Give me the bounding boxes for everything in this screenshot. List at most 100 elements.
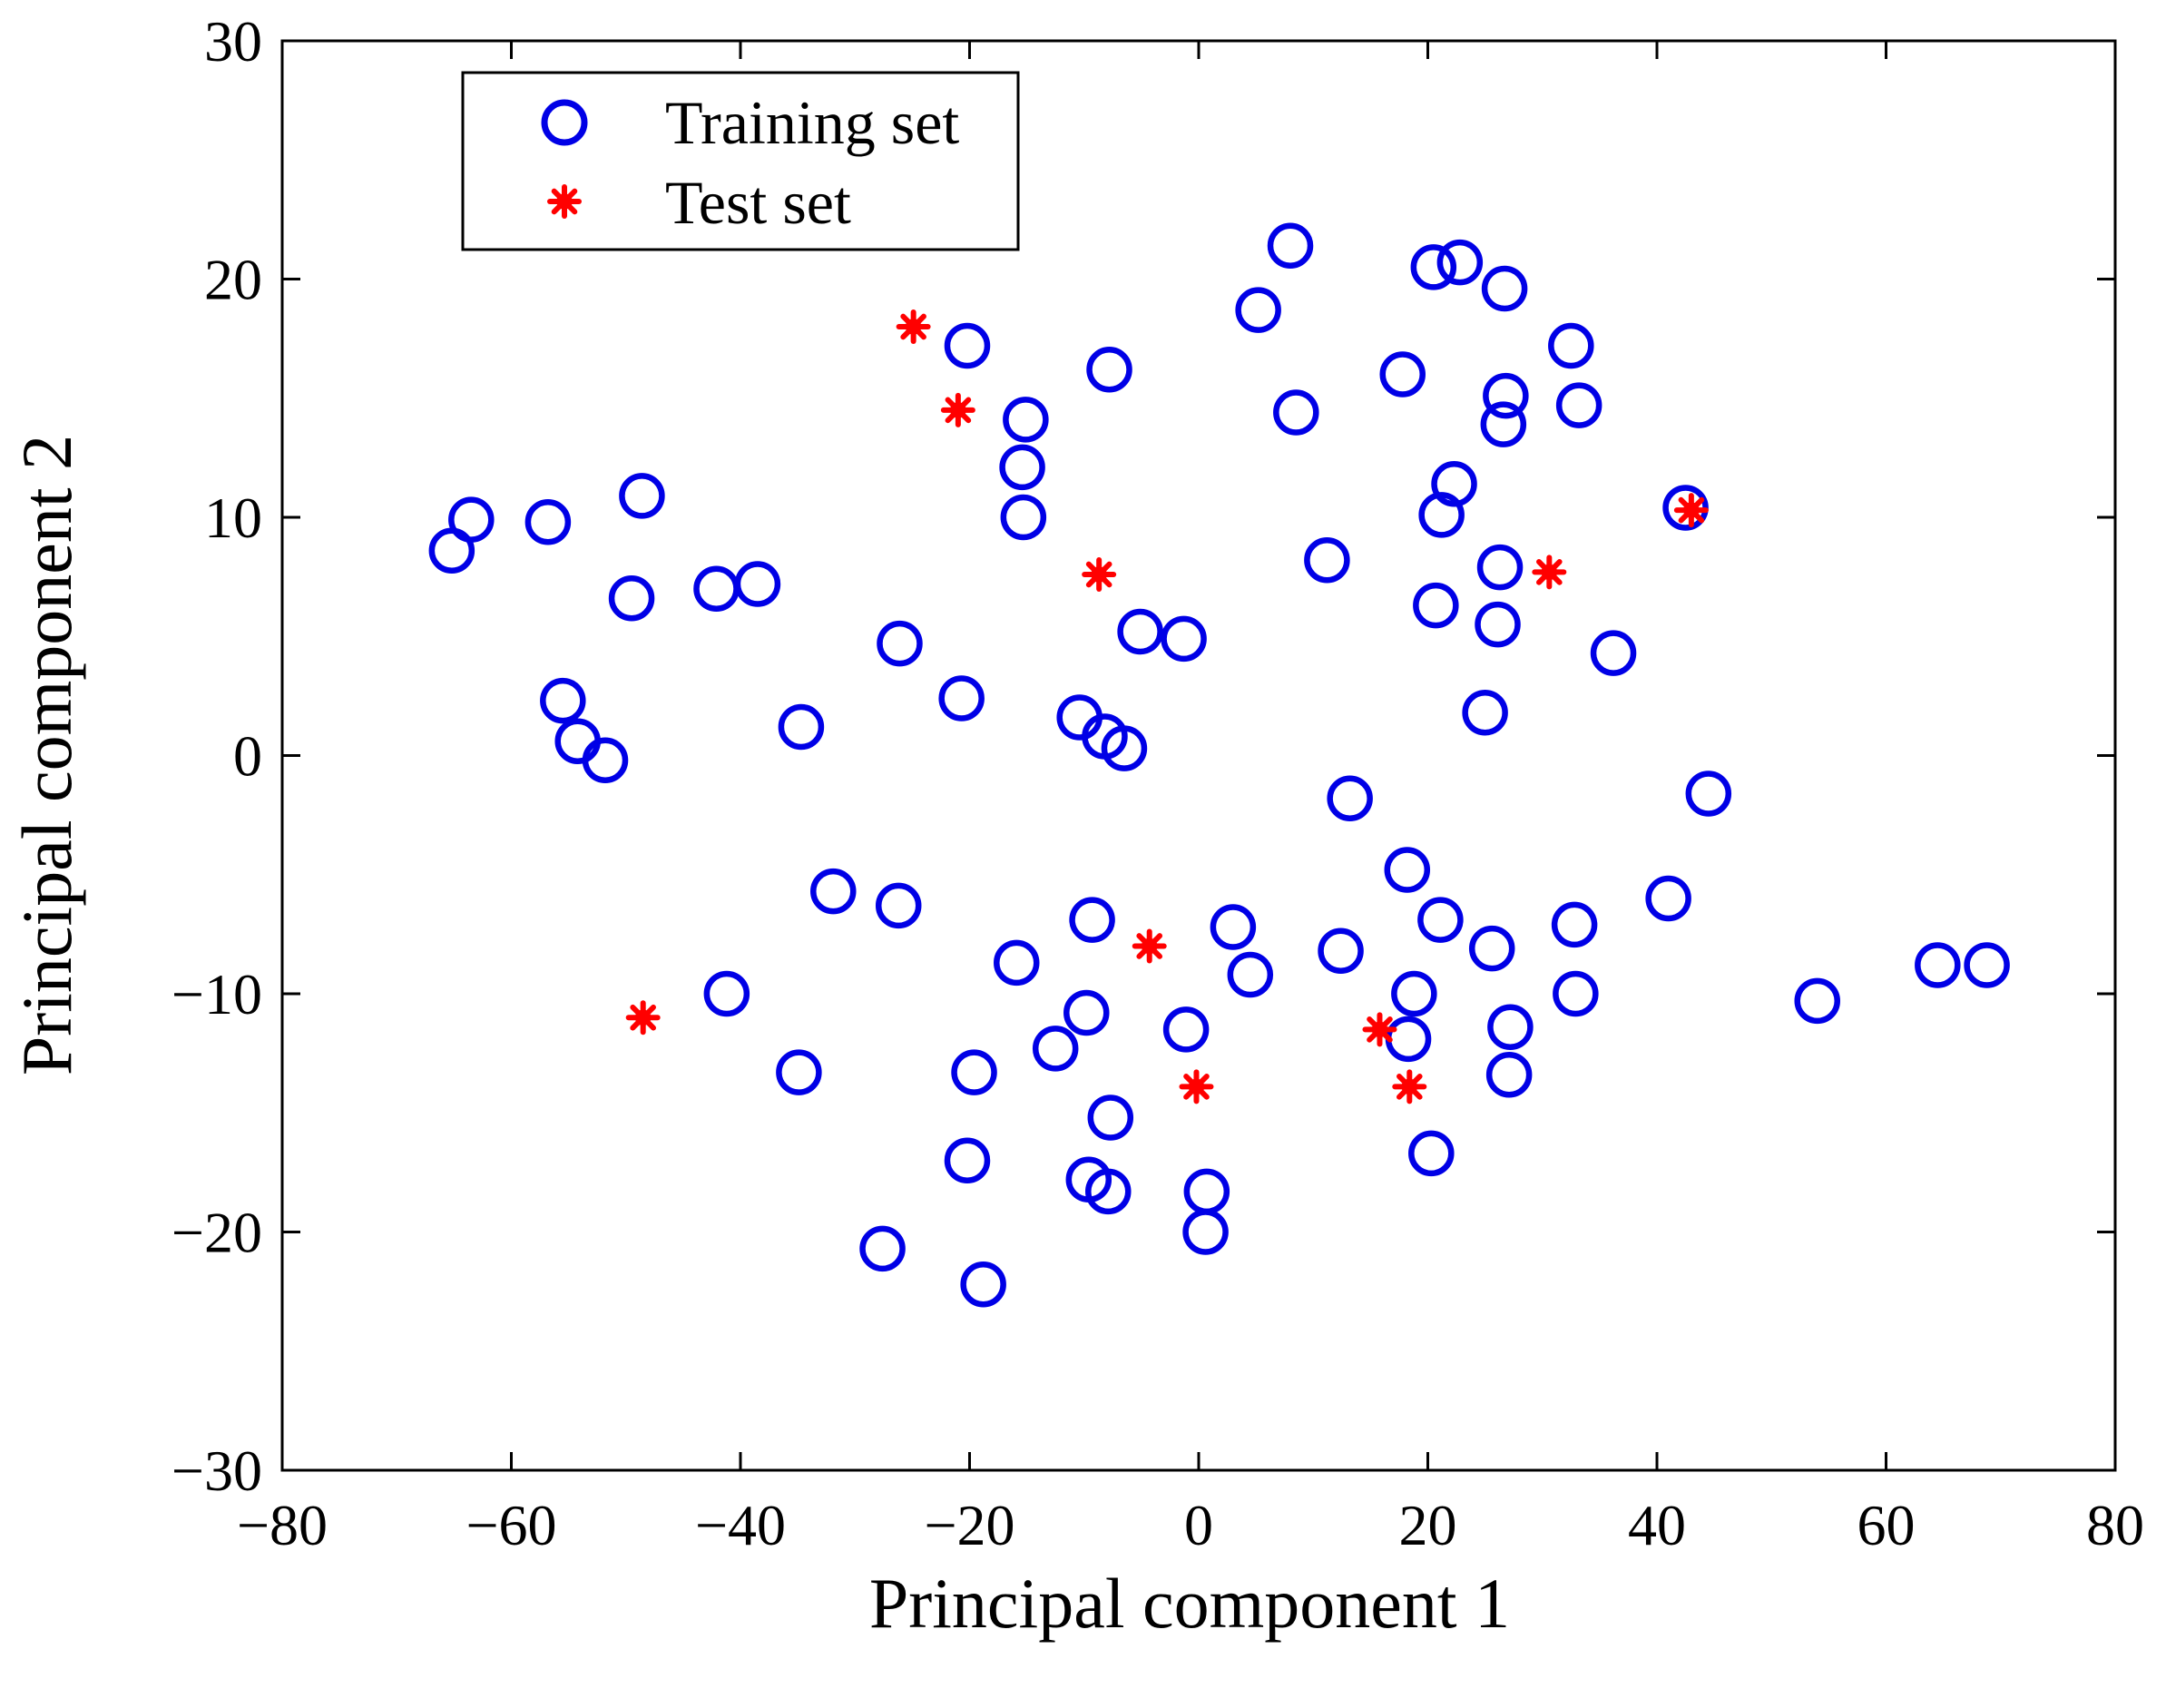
training-point bbox=[554, 718, 601, 764]
training-point bbox=[859, 1225, 906, 1272]
training-point bbox=[778, 703, 825, 751]
training-point bbox=[1085, 1168, 1132, 1215]
legend-training-marker bbox=[541, 99, 588, 146]
training-point bbox=[1000, 494, 1047, 541]
training-point bbox=[1645, 875, 1691, 922]
training-point bbox=[1227, 951, 1274, 998]
training-point bbox=[1063, 989, 1110, 1036]
y-tick-label: 10 bbox=[204, 486, 262, 550]
training-point bbox=[1551, 901, 1598, 948]
test-point bbox=[1132, 928, 1167, 964]
test-point bbox=[940, 392, 975, 427]
x-tick-label: 40 bbox=[1628, 1493, 1686, 1557]
y-axis-ticks: −30 −20 −10 0 10 20 30 bbox=[172, 9, 2115, 1503]
training-point bbox=[1417, 897, 1464, 943]
training-point bbox=[1408, 1130, 1455, 1177]
training-point bbox=[1086, 347, 1132, 393]
training-point bbox=[1590, 630, 1637, 676]
training-point bbox=[619, 473, 665, 519]
x-tick-label: 20 bbox=[1399, 1493, 1457, 1557]
x-tick-label: −60 bbox=[466, 1493, 556, 1557]
test-point bbox=[1082, 557, 1117, 592]
training-point bbox=[1267, 222, 1314, 269]
training-point bbox=[1964, 942, 2010, 988]
x-tick-label: −20 bbox=[924, 1493, 1014, 1557]
training-point bbox=[875, 882, 922, 929]
training-point bbox=[1327, 775, 1373, 821]
test-point bbox=[625, 1000, 661, 1036]
test-point bbox=[1673, 493, 1709, 528]
training-point bbox=[1273, 389, 1319, 436]
training-point bbox=[1182, 1209, 1229, 1255]
data-points bbox=[428, 222, 2010, 1308]
training-point bbox=[1476, 544, 1524, 591]
test-point bbox=[1362, 1012, 1397, 1047]
x-axis-ticks: −80 −60 −40 −20 0 20 40 60 80 bbox=[237, 41, 2144, 1557]
training-point bbox=[951, 1049, 997, 1095]
training-point bbox=[1304, 537, 1350, 584]
training-point bbox=[1003, 397, 1049, 443]
x-tick-label: 80 bbox=[2086, 1493, 2144, 1557]
training-point bbox=[1794, 977, 1840, 1025]
training-point bbox=[938, 675, 985, 721]
training-point bbox=[1915, 942, 1961, 988]
y-tick-label: 30 bbox=[204, 9, 262, 74]
training-point bbox=[1379, 351, 1426, 398]
legend-asterisk-icon bbox=[547, 184, 582, 219]
training-point bbox=[1318, 928, 1364, 974]
training-point bbox=[1087, 1094, 1134, 1141]
training-point bbox=[524, 499, 572, 545]
training-point bbox=[944, 1137, 991, 1183]
training-point bbox=[1410, 244, 1457, 290]
training-point bbox=[693, 565, 740, 612]
training-point bbox=[776, 1049, 822, 1095]
training-point bbox=[1431, 461, 1477, 507]
training-point bbox=[1413, 582, 1459, 629]
training-point bbox=[1548, 322, 1594, 369]
x-tick-label: 60 bbox=[1857, 1493, 1916, 1557]
training-point bbox=[1391, 970, 1437, 1017]
training-point bbox=[1462, 690, 1508, 736]
training-point bbox=[608, 575, 655, 622]
training-point bbox=[1485, 1052, 1533, 1098]
training-point bbox=[1032, 1026, 1079, 1072]
training-point bbox=[540, 677, 586, 724]
legend-test-label: Test set bbox=[665, 168, 851, 237]
training-point bbox=[428, 527, 475, 574]
legend: Training set Test set bbox=[461, 71, 1020, 251]
test-point bbox=[1392, 1069, 1427, 1104]
training-point bbox=[944, 322, 991, 369]
training-point bbox=[810, 868, 857, 915]
training-point bbox=[1162, 1006, 1210, 1053]
training-point bbox=[734, 561, 781, 607]
y-tick-label: 0 bbox=[233, 724, 262, 789]
training-point bbox=[1553, 970, 1599, 1017]
x-axis-title: Principal component 1 bbox=[869, 1564, 1510, 1643]
training-point bbox=[1480, 401, 1527, 447]
training-point bbox=[1235, 287, 1281, 333]
x-tick-label: −80 bbox=[237, 1493, 328, 1557]
training-point bbox=[1436, 239, 1484, 286]
training-point bbox=[1101, 725, 1148, 771]
training-point bbox=[1161, 615, 1207, 663]
legend-test-marker bbox=[547, 184, 582, 219]
training-point bbox=[1468, 925, 1515, 972]
y-axis-title: Principal component 2 bbox=[7, 435, 86, 1075]
training-point bbox=[1183, 1168, 1230, 1215]
training-point bbox=[582, 737, 629, 783]
training-point bbox=[1483, 372, 1529, 419]
y-tick-label: −30 bbox=[172, 1438, 262, 1503]
training-point bbox=[703, 970, 750, 1017]
training-point bbox=[1685, 771, 1732, 817]
test-point bbox=[896, 309, 931, 344]
training-point bbox=[877, 620, 923, 667]
training-point bbox=[1475, 601, 1521, 648]
training-point bbox=[1418, 492, 1465, 538]
training-point bbox=[1069, 897, 1115, 943]
training-point bbox=[1555, 382, 1602, 428]
training-point bbox=[1481, 265, 1528, 312]
training-point bbox=[960, 1261, 1006, 1308]
training-point bbox=[994, 939, 1040, 987]
